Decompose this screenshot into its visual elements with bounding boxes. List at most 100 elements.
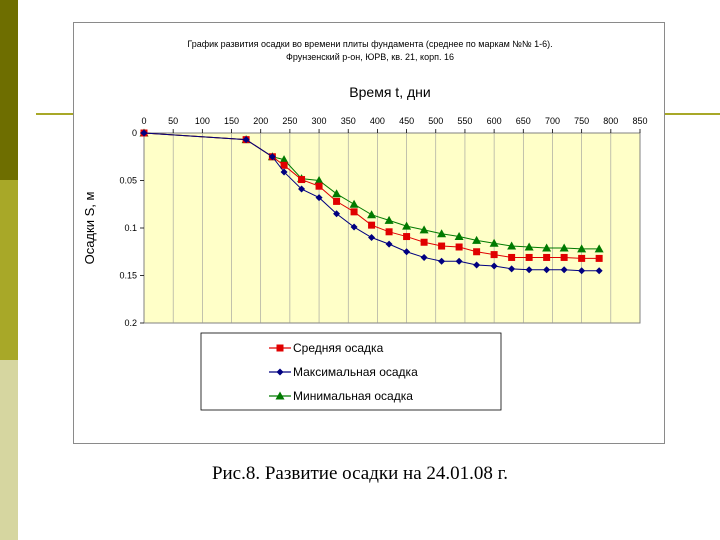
data-point-square <box>280 161 288 169</box>
x-tick-label: 250 <box>282 116 297 126</box>
legend-label-triangle: Минимальная осадка <box>293 389 413 403</box>
data-point-square <box>385 228 393 236</box>
data-point-diamond <box>595 267 603 275</box>
y-tick-label: 0.05 <box>119 176 137 186</box>
data-point-diamond <box>508 265 516 273</box>
chart-frame: График развития осадки во времени плиты … <box>73 22 665 444</box>
x-tick-label: 50 <box>168 116 178 126</box>
data-point-triangle <box>542 243 552 252</box>
data-point-diamond <box>298 185 306 193</box>
data-point-triangle <box>524 242 534 251</box>
data-point-triangle <box>454 232 464 241</box>
data-point-diamond <box>473 261 481 269</box>
y-tick-label: 0 <box>132 128 137 138</box>
plot-area <box>143 132 641 324</box>
legend-label-square: Средняя осадка <box>293 341 384 355</box>
data-point-diamond <box>368 234 376 241</box>
data-point-square <box>455 243 463 251</box>
data-point-diamond <box>455 257 463 265</box>
x-tick-label: 150 <box>224 116 239 126</box>
data-point-diamond <box>560 266 568 274</box>
data-point-triangle <box>472 235 482 244</box>
data-point-square <box>560 253 568 261</box>
data-point-diamond <box>525 266 533 274</box>
data-point-diamond <box>543 266 551 274</box>
data-point-triangle <box>577 244 587 253</box>
data-point-square <box>595 254 603 262</box>
data-point-diamond <box>333 210 341 218</box>
data-point-diamond <box>350 223 358 231</box>
data-point-square <box>298 176 306 184</box>
data-point-diamond <box>438 257 446 265</box>
data-point-square <box>473 248 481 256</box>
data-point-square <box>525 253 533 261</box>
data-point-square <box>315 182 323 190</box>
x-tick-label: 650 <box>516 116 531 126</box>
x-axis-title: Время t, дни <box>349 84 430 100</box>
x-tick-label: 450 <box>399 116 414 126</box>
x-tick-label: 300 <box>312 116 327 126</box>
data-point-diamond <box>268 153 276 161</box>
data-point-square <box>333 197 341 205</box>
legend-marker-triangle <box>275 391 285 400</box>
x-tick-label: 350 <box>341 116 356 126</box>
data-point-square <box>368 221 376 229</box>
data-point-diamond <box>315 194 323 202</box>
slide-side-bar-middle <box>0 180 18 360</box>
data-point-triangle <box>437 229 447 238</box>
legend-marker-diamond <box>276 368 284 376</box>
data-point-square <box>578 254 586 262</box>
series-line-square <box>143 132 600 259</box>
chart-title-line2: Фрунзенский р-он, ЮРВ, кв. 21, корп. 16 <box>286 52 454 62</box>
data-point-triangle <box>279 155 289 164</box>
x-tick-label: 750 <box>574 116 589 126</box>
x-tick-label: 800 <box>603 116 618 126</box>
data-point-square <box>403 233 411 241</box>
data-point-square <box>438 242 446 250</box>
x-tick-label: 400 <box>370 116 385 126</box>
settlement-chart: График развития осадки во времени плиты … <box>82 39 648 411</box>
data-point-diamond <box>403 248 411 256</box>
data-point-square <box>350 208 358 216</box>
data-point-triangle <box>332 189 342 198</box>
x-tick-label: 600 <box>487 116 502 126</box>
x-tick-label: 100 <box>195 116 210 126</box>
y-tick-label: 0.1 <box>124 223 137 233</box>
data-point-diamond <box>385 240 393 248</box>
x-tick-label: 0 <box>141 116 146 126</box>
x-tick-label: 850 <box>632 116 647 126</box>
data-point-triangle <box>489 238 499 247</box>
data-point-square <box>420 238 428 246</box>
series-line-diamond <box>143 132 600 272</box>
x-tick-label: 550 <box>457 116 472 126</box>
legend-label-diamond: Максимальная осадка <box>293 365 418 379</box>
y-axis-title: Осадки S, м <box>82 192 97 265</box>
data-point-diamond <box>280 168 288 176</box>
chart-title-line1: График развития осадки во времени плиты … <box>187 39 552 49</box>
data-point-square <box>543 253 551 261</box>
data-point-square <box>508 253 516 261</box>
data-point-triangle <box>594 244 604 253</box>
data-point-diamond <box>420 253 428 261</box>
x-tick-label: 200 <box>253 116 268 126</box>
data-point-diamond <box>578 267 586 275</box>
data-point-triangle <box>314 176 324 184</box>
data-point-triangle <box>507 241 517 250</box>
y-tick-label: 0.15 <box>119 271 137 281</box>
figure-caption: Рис.8. Развитие осадки на 24.01.08 г. <box>211 463 509 484</box>
data-point-diamond <box>242 136 250 144</box>
data-point-diamond <box>140 129 148 137</box>
data-point-triangle <box>559 243 569 252</box>
data-point-triangle <box>402 221 412 230</box>
data-point-triangle <box>349 199 359 208</box>
legend-box <box>200 332 502 411</box>
data-point-triangle <box>419 225 429 234</box>
data-point-square <box>490 251 498 259</box>
data-point-triangle <box>384 215 394 224</box>
slide-side-bar-top <box>0 0 18 180</box>
x-tick-label: 500 <box>428 116 443 126</box>
data-point-triangle <box>367 210 377 219</box>
data-point-diamond <box>490 262 498 270</box>
x-tick-label: 700 <box>545 116 560 126</box>
legend-marker-square <box>276 344 284 352</box>
